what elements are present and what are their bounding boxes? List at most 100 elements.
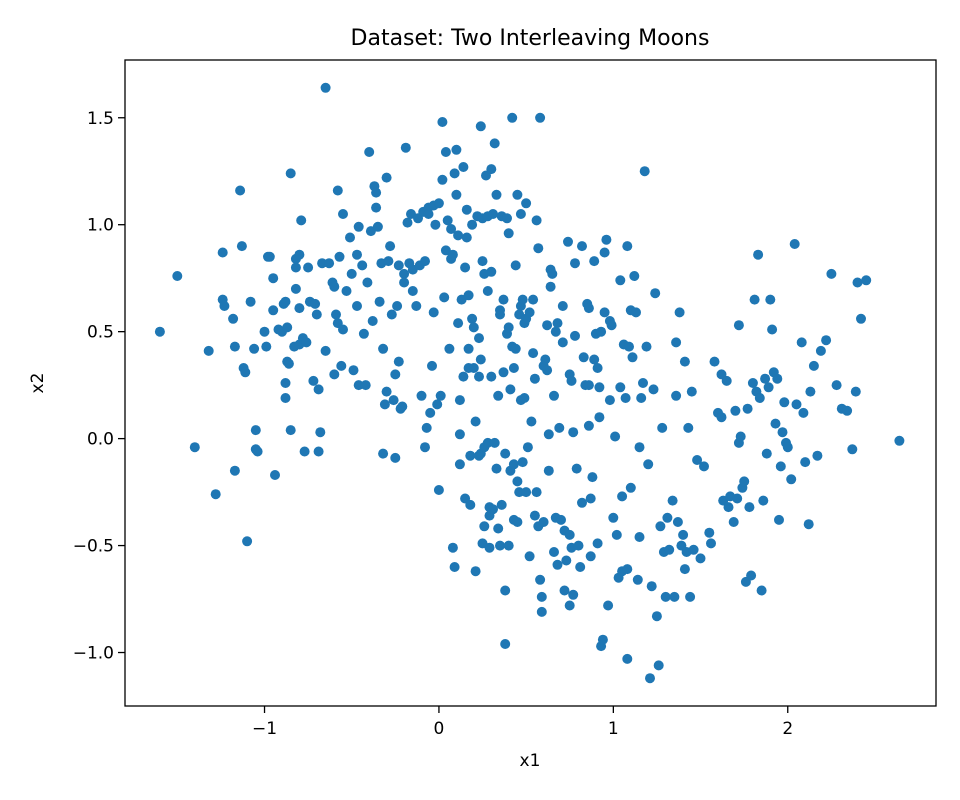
data-point xyxy=(500,585,511,596)
data-point xyxy=(775,461,786,472)
data-point xyxy=(461,232,472,243)
data-point xyxy=(364,147,375,157)
data-point xyxy=(733,320,744,331)
data-point xyxy=(299,446,310,457)
data-point xyxy=(475,121,486,132)
data-point xyxy=(482,437,493,448)
data-point xyxy=(465,499,476,510)
x-axis-label: x1 xyxy=(520,751,541,771)
data-point xyxy=(777,427,788,438)
data-point xyxy=(706,538,716,549)
data-point xyxy=(674,307,685,318)
data-point xyxy=(767,324,778,335)
data-point xyxy=(454,459,465,470)
data-point xyxy=(393,356,404,367)
data-point xyxy=(638,378,648,388)
data-point xyxy=(503,540,514,551)
data-point xyxy=(629,271,640,281)
data-point xyxy=(154,326,165,337)
data-point xyxy=(688,544,699,555)
data-point xyxy=(447,542,458,553)
data-point xyxy=(568,427,579,438)
data-point xyxy=(474,371,484,382)
data-point xyxy=(754,393,765,403)
data-point xyxy=(521,198,532,209)
data-point xyxy=(540,354,551,365)
data-point xyxy=(650,288,661,299)
data-point xyxy=(465,450,476,461)
data-point xyxy=(826,268,837,279)
data-point xyxy=(479,521,490,532)
data-point xyxy=(433,198,444,209)
data-point xyxy=(250,425,261,436)
data-point xyxy=(420,256,430,267)
data-point xyxy=(709,356,720,367)
data-point xyxy=(761,448,772,459)
data-point xyxy=(334,251,345,262)
data-point xyxy=(500,448,511,459)
data-point xyxy=(695,553,706,564)
data-point xyxy=(437,117,448,127)
data-point xyxy=(669,591,680,602)
data-point xyxy=(641,341,652,352)
data-point xyxy=(264,251,275,262)
data-point xyxy=(517,294,528,305)
data-point xyxy=(493,390,504,401)
data-point xyxy=(528,294,539,305)
data-point xyxy=(421,422,432,433)
data-point xyxy=(760,373,771,384)
data-point xyxy=(671,390,682,401)
data-point xyxy=(219,301,230,311)
data-point xyxy=(536,591,547,602)
data-point xyxy=(467,313,478,324)
data-point xyxy=(261,341,272,352)
data-point xyxy=(451,189,462,200)
data-point xyxy=(390,369,401,380)
data-point xyxy=(324,258,335,269)
data-point xyxy=(245,296,256,307)
data-point xyxy=(346,268,357,279)
data-point xyxy=(491,463,502,474)
data-point xyxy=(606,320,617,331)
data-point xyxy=(531,215,542,226)
data-point xyxy=(746,570,757,581)
data-point xyxy=(510,260,521,271)
data-point xyxy=(789,239,800,249)
data-point xyxy=(556,514,566,525)
data-point xyxy=(454,429,465,440)
data-point xyxy=(283,358,294,369)
data-point xyxy=(639,166,650,177)
data-point xyxy=(341,286,352,296)
data-point xyxy=(388,395,399,406)
data-point xyxy=(285,425,296,436)
data-point xyxy=(495,540,505,551)
data-point xyxy=(636,393,647,403)
data-point xyxy=(463,343,474,354)
data-point xyxy=(550,326,561,337)
data-point xyxy=(362,277,373,288)
data-point xyxy=(620,393,631,403)
data-point xyxy=(433,485,444,495)
data-point xyxy=(561,555,572,566)
data-point xyxy=(627,352,638,363)
data-point xyxy=(671,337,682,348)
x-tick-label: 2 xyxy=(782,719,793,739)
data-point xyxy=(508,459,519,470)
data-point xyxy=(543,429,554,440)
data-point xyxy=(502,213,512,224)
data-point xyxy=(624,341,634,352)
data-point xyxy=(507,112,518,123)
data-point xyxy=(549,547,559,557)
data-point xyxy=(542,365,553,376)
data-point xyxy=(353,221,364,232)
data-point xyxy=(336,360,347,371)
data-point xyxy=(360,380,371,391)
data-point xyxy=(229,341,240,352)
data-point xyxy=(723,502,734,513)
data-point xyxy=(617,491,628,502)
data-point xyxy=(545,281,556,292)
data-point xyxy=(856,313,866,324)
data-point xyxy=(203,345,214,356)
data-point xyxy=(772,373,783,384)
data-point xyxy=(557,301,568,311)
